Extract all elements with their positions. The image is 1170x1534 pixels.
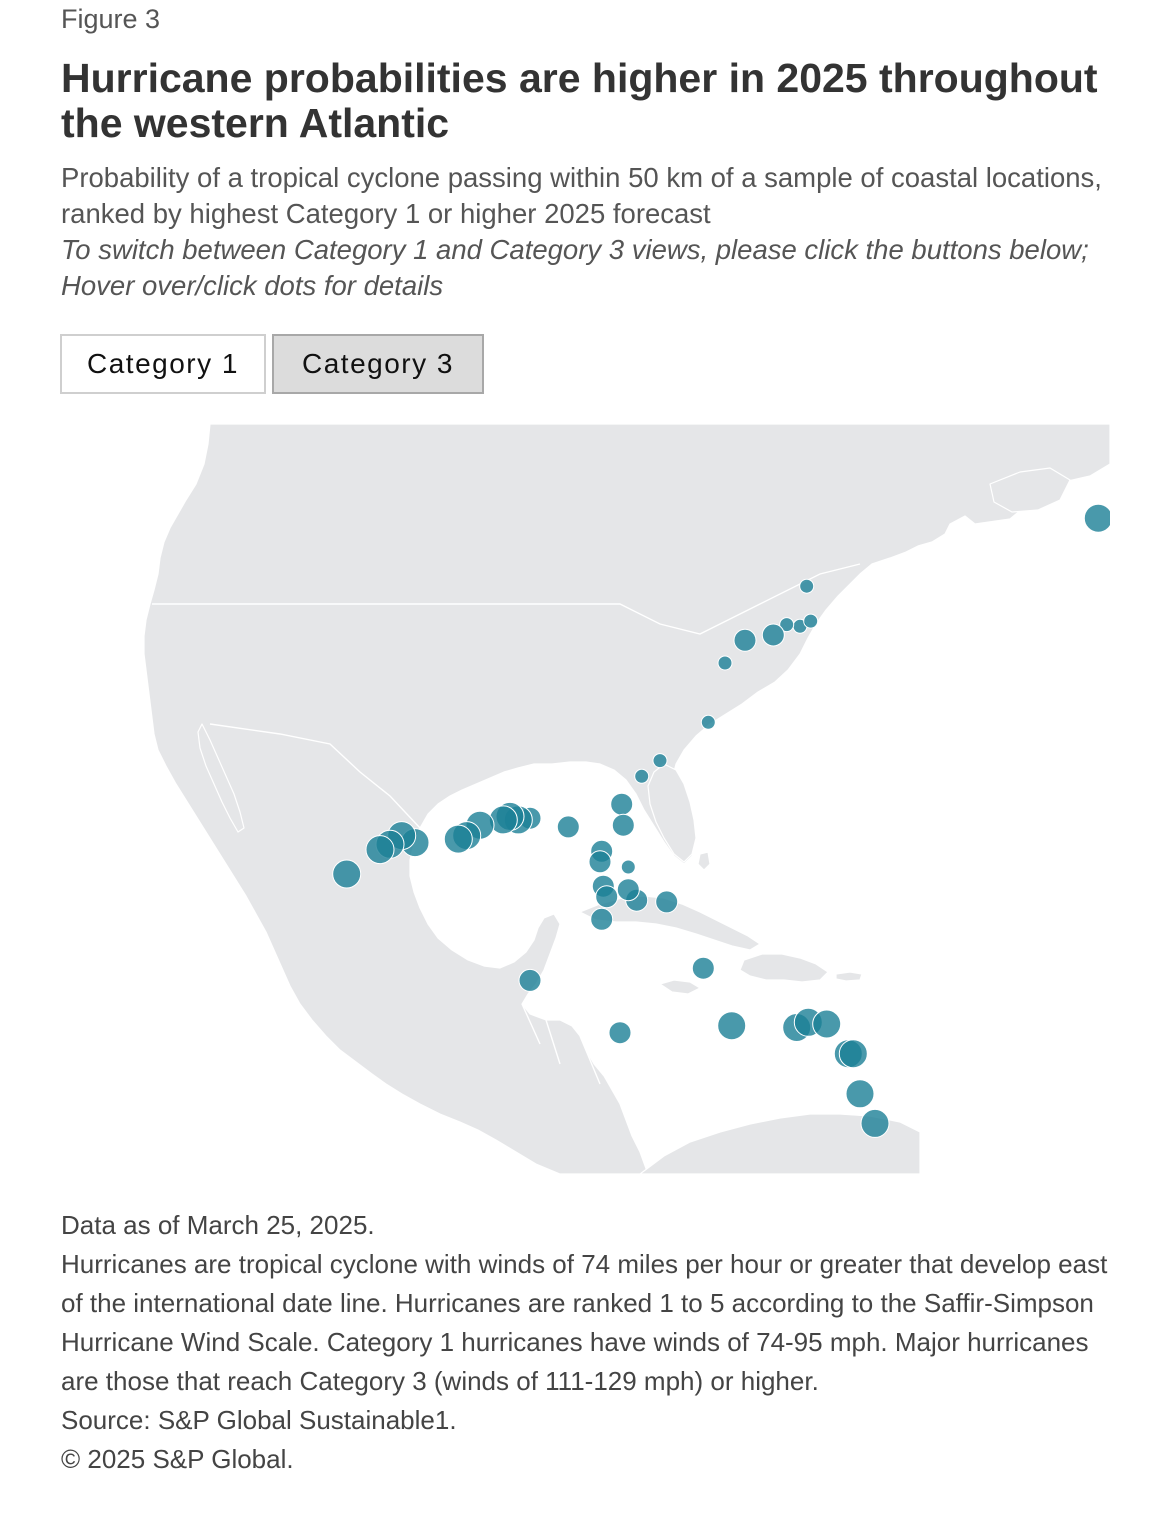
newfoundland [989,467,1071,513]
location-dots-layer [332,503,1110,1138]
location-dot[interactable] [655,890,679,914]
south-america-landmass [639,1113,921,1174]
location-dot[interactable] [838,1039,868,1069]
location-dot[interactable] [845,1079,875,1109]
location-dot[interactable] [616,878,640,902]
us-canada-border [152,563,861,635]
location-dot[interactable] [588,850,612,874]
source-note: Source: S&P Global Sustainable1. [61,1405,457,1435]
location-dot[interactable] [812,1009,842,1039]
hispaniola [739,953,829,983]
chart-instructions: To switch between Category 1 and Categor… [61,234,1089,301]
location-dot[interactable] [518,968,542,992]
category-1-button[interactable]: Category 1 [60,334,266,394]
location-dot[interactable] [860,1108,890,1138]
location-dot[interactable] [717,655,733,671]
definition-note: Hurricanes are tropical cyclone with win… [61,1249,1108,1396]
location-dot[interactable] [595,885,619,909]
florida-peninsula [647,763,697,863]
location-dot[interactable] [700,714,716,730]
location-dot[interactable] [691,956,715,980]
footnotes: Data as of March 25, 2025. Hurricanes ar… [61,1206,1121,1479]
location-dot[interactable] [610,792,634,816]
category-3-button[interactable]: Category 3 [272,334,484,394]
copyright-note: © 2025 S&P Global. [61,1444,294,1474]
location-dot[interactable] [620,859,636,875]
bahamas [697,851,711,871]
data-as-of-note: Data as of March 25, 2025. [61,1210,375,1240]
puerto-rico [835,971,863,982]
location-dot[interactable] [1083,503,1110,533]
north-america-landmass [143,424,1110,1174]
jamaica [659,979,701,995]
location-dot[interactable] [634,768,650,784]
location-dot[interactable] [717,1011,747,1041]
chart-title: Hurricane probabilities are higher in 20… [61,55,1098,146]
location-dot[interactable] [443,824,473,854]
figure-label: Figure 3 [61,4,161,34]
location-dot[interactable] [803,613,819,629]
land-layer [143,424,1110,1174]
us-mexico-border [209,723,421,829]
location-dot[interactable] [611,813,635,837]
location-dot[interactable] [652,753,668,769]
cuba [579,895,761,951]
baja-california [197,723,245,833]
location-dot[interactable] [799,578,815,594]
country-borders [152,563,861,1085]
location-dot[interactable] [590,907,614,931]
location-dot[interactable] [332,859,362,889]
location-dot[interactable] [608,1021,632,1045]
location-dot[interactable] [733,628,757,652]
central-america-borders [521,1003,601,1085]
location-dot[interactable] [365,835,395,865]
map-container [60,424,1110,1174]
location-dot[interactable] [556,815,580,839]
location-dot[interactable] [779,617,795,633]
hurricane-map [143,424,1110,1174]
chart-subtitle: Probability of a tropical cyclone passin… [61,162,1102,229]
location-dot[interactable] [761,623,785,647]
